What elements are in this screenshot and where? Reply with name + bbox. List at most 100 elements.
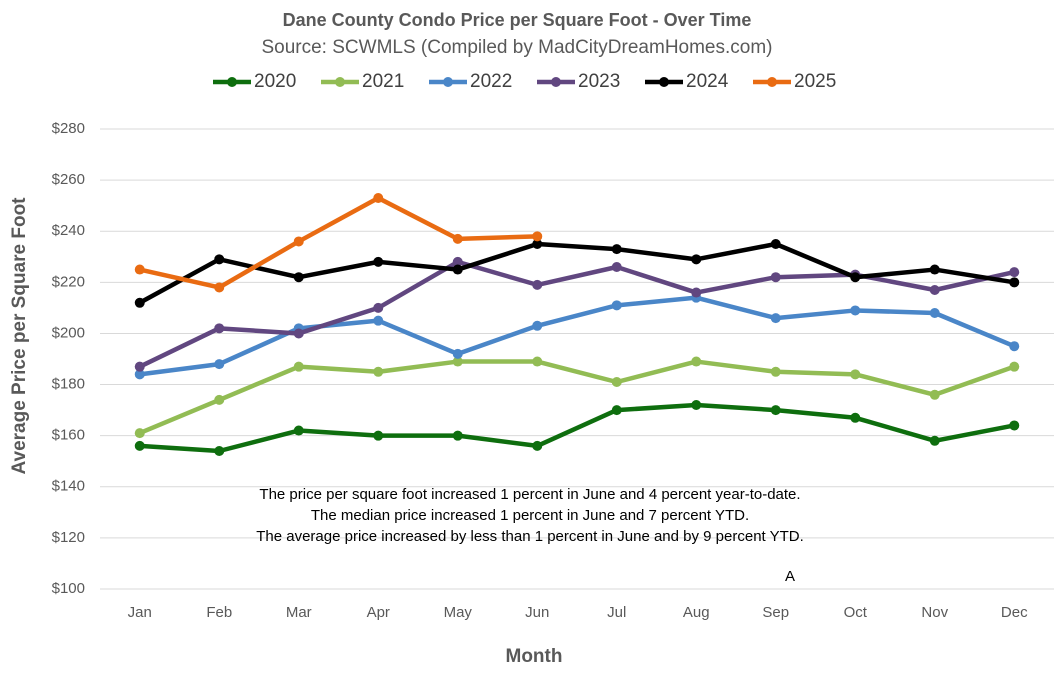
legend-label: 2025	[794, 71, 836, 92]
point	[293, 328, 304, 339]
point	[532, 279, 543, 290]
x-tick-label: Sep	[762, 604, 789, 621]
y-tick-label: $280	[52, 120, 85, 137]
y-tick-label: $180	[52, 376, 85, 393]
legend-marker	[767, 77, 777, 87]
point	[850, 272, 861, 283]
point	[929, 285, 940, 295]
point	[373, 302, 384, 313]
point	[929, 389, 940, 400]
x-tick-label: Jul	[607, 604, 626, 621]
point	[373, 256, 384, 267]
point	[452, 430, 463, 441]
y-tick-label: $140	[52, 478, 85, 495]
x-axis-title: Month	[506, 646, 563, 667]
point	[611, 300, 622, 311]
point	[691, 287, 702, 298]
point	[770, 313, 781, 324]
x-tick-label: Jan	[128, 604, 152, 621]
point	[1009, 267, 1020, 278]
point	[134, 264, 145, 275]
point	[452, 356, 463, 367]
point	[134, 361, 145, 372]
point	[691, 356, 702, 367]
point	[134, 428, 145, 439]
point	[134, 440, 145, 451]
x-tick-label: Aug	[683, 604, 710, 621]
point	[691, 254, 702, 265]
legend-marker	[227, 77, 237, 87]
point	[1009, 420, 1020, 431]
series-line	[139, 195, 538, 290]
y-tick-label: $120	[52, 529, 85, 546]
legend-marker	[335, 77, 345, 87]
chart-subtitle: Source: SCWMLS (Compiled by MadCityDream…	[261, 37, 772, 58]
series-line	[139, 295, 1016, 377]
point	[373, 430, 384, 441]
legend-label: 2023	[578, 71, 620, 92]
point	[373, 193, 384, 203]
point	[214, 323, 225, 334]
legend-label: 2024	[686, 71, 729, 92]
chart-title: Dane County Condo Price per Square Foot …	[283, 10, 752, 30]
y-tick-label: $240	[52, 222, 85, 239]
point	[850, 369, 861, 380]
point	[452, 264, 463, 275]
point	[611, 377, 622, 387]
series-line	[138, 359, 1016, 436]
annotation: The price per square foot increased 1 pe…	[259, 486, 800, 503]
y-axis-title: Average Price per Square Foot	[9, 197, 30, 475]
annotation: The average price increased by less than…	[256, 528, 804, 545]
series-line	[138, 241, 1015, 305]
point	[452, 256, 463, 267]
legend-label: 2021	[362, 71, 404, 92]
note: A	[785, 568, 795, 585]
legend-label: 2020	[254, 71, 296, 92]
point	[770, 272, 781, 283]
y-tick-label: $160	[52, 427, 85, 444]
point	[929, 435, 940, 446]
point	[214, 254, 225, 265]
x-tick-label: Apr	[367, 604, 390, 621]
point	[532, 231, 543, 242]
point	[1009, 361, 1020, 372]
annotation: The median price increased 1 percent in …	[311, 507, 749, 524]
point	[293, 425, 304, 436]
point	[532, 320, 543, 331]
series-line	[139, 402, 1015, 454]
point	[293, 236, 304, 247]
point	[1009, 341, 1020, 352]
y-tick-label: $260	[52, 171, 85, 188]
point	[691, 400, 702, 410]
point	[293, 361, 304, 372]
x-tick-label: Feb	[206, 604, 232, 621]
legend-marker	[551, 77, 561, 87]
point	[134, 297, 145, 308]
point	[532, 239, 543, 249]
x-tick-label: Nov	[921, 604, 948, 621]
point	[929, 308, 940, 318]
point	[611, 262, 622, 272]
point	[214, 359, 225, 370]
point	[850, 305, 861, 316]
point	[214, 394, 225, 405]
y-tick-label: $100	[52, 580, 85, 597]
y-tick-label: $200	[52, 324, 85, 341]
legend-marker	[443, 77, 453, 87]
point	[770, 239, 781, 249]
point	[373, 315, 384, 326]
point	[293, 272, 304, 283]
x-tick-label: May	[444, 604, 473, 621]
legend-marker	[659, 77, 669, 87]
point	[850, 412, 861, 423]
x-tick-label: Dec	[1001, 604, 1028, 621]
point	[770, 405, 781, 416]
point	[611, 244, 622, 255]
point	[134, 369, 145, 380]
point	[1009, 277, 1020, 288]
x-tick-label: Mar	[286, 604, 312, 621]
x-tick-label: Jun	[525, 604, 549, 621]
point	[214, 446, 225, 456]
point	[611, 405, 622, 416]
